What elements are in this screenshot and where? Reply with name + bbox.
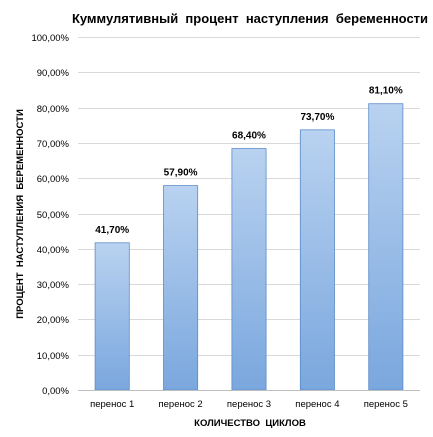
bars bbox=[94, 103, 404, 391]
data-label: 81,10% bbox=[369, 86, 403, 97]
data-label: 68,40% bbox=[232, 131, 266, 142]
bar bbox=[368, 103, 404, 391]
y-tick-label: 10,00% bbox=[37, 351, 70, 362]
y-tick-label: 80,00% bbox=[37, 104, 70, 115]
data-label: 57,90% bbox=[164, 168, 198, 179]
y-tick-label: 70,00% bbox=[37, 139, 70, 150]
x-tick-label: перенос 3 bbox=[227, 399, 271, 410]
y-tick-label: 100,00% bbox=[31, 33, 69, 44]
bar bbox=[299, 129, 335, 391]
x-axis-title: КОЛИЧЕСТВО ЦИКЛОВ bbox=[194, 418, 306, 429]
y-tick-label: 50,00% bbox=[37, 210, 70, 221]
data-label: 41,70% bbox=[95, 225, 129, 236]
x-tick-label: перенос 2 bbox=[158, 399, 202, 410]
x-axis-ticks: перенос 1 перенос 2 перенос 3 перенос 4 пере… bbox=[90, 399, 408, 410]
y-tick-label: 60,00% bbox=[37, 174, 70, 185]
y-tick-label: 20,00% bbox=[37, 315, 70, 326]
bar bbox=[231, 148, 267, 391]
y-tick-label: 90,00% bbox=[37, 68, 70, 79]
y-axis-ticks: 0,00% 10,00% 20,00% 30,00% 40,00% 50,00% 60,00… bbox=[31, 33, 69, 397]
chart-title: Куммулятивный процент наступления береме… bbox=[72, 11, 428, 26]
bar bbox=[94, 242, 130, 391]
y-axis-title: ПРОЦЕНТ НАСТУПЛЕНИЯ БЕРЕМЕННОСТИ bbox=[15, 109, 26, 319]
y-tick-label: 30,00% bbox=[37, 280, 70, 291]
x-tick-label: перенос 1 bbox=[90, 399, 134, 410]
x-tick-label: перенос 5 bbox=[364, 399, 408, 410]
data-labels: 41,70% 57,90% 68,40% 73,70% 81,10% bbox=[95, 86, 403, 236]
x-tick-label: перенос 4 bbox=[295, 399, 339, 410]
y-tick-label: 0,00% bbox=[42, 386, 69, 397]
y-tick-label: 40,00% bbox=[37, 245, 70, 256]
data-label: 73,70% bbox=[300, 112, 334, 123]
bar bbox=[163, 185, 199, 391]
